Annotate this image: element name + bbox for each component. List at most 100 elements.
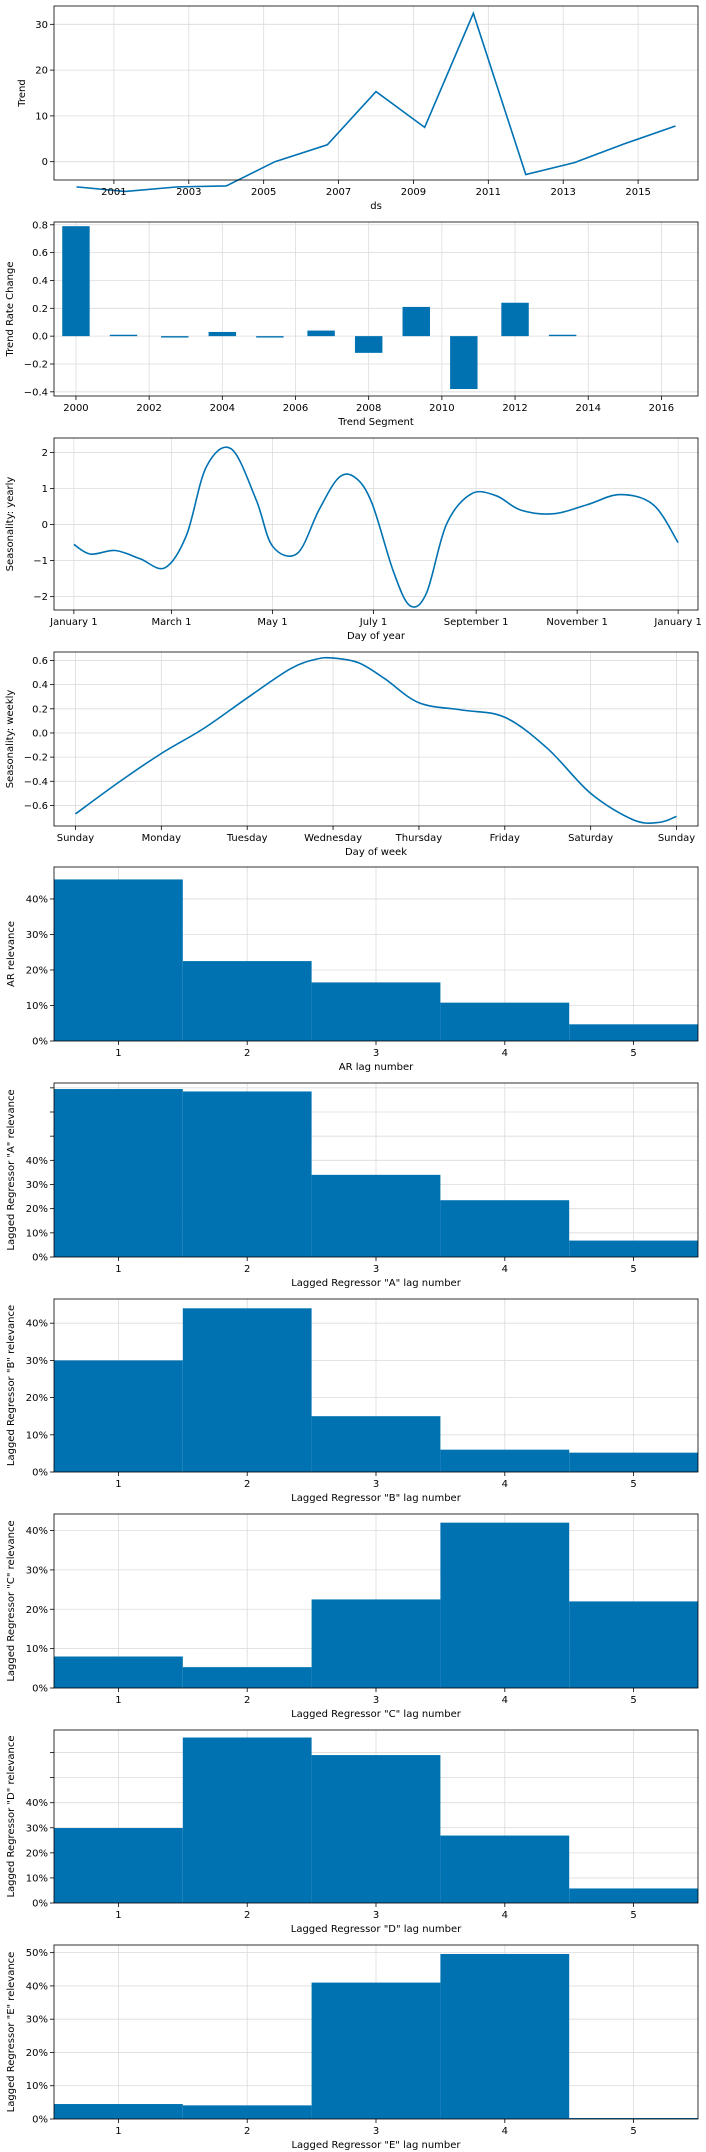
- y-tick-label: 0: [42, 157, 48, 168]
- x-tick-label: 1: [115, 1048, 121, 1059]
- y-tick-label: 10: [35, 111, 48, 122]
- x-tick-label: 2008: [356, 403, 381, 414]
- bar: [311, 1982, 441, 2119]
- bar: [440, 1522, 570, 1688]
- x-axis-label: Lagged Regressor "D" lag number: [291, 1924, 462, 1935]
- y-axis-label: Lagged Regressor "C" relevance: [6, 1520, 17, 1681]
- x-tick-label: 2013: [550, 187, 575, 198]
- bar: [307, 330, 335, 337]
- x-tick-label: 2002: [136, 403, 161, 414]
- y-tick-label: 20%: [26, 965, 48, 976]
- bar: [569, 1888, 698, 1903]
- x-tick-label: January 1: [49, 617, 97, 628]
- x-tick-label: 2015: [625, 187, 650, 198]
- y-tick-label: 0.8: [32, 220, 48, 231]
- y-tick-label: 0%: [32, 1899, 48, 1910]
- x-tick-label: 5: [630, 2126, 636, 2137]
- series-line: [76, 11, 676, 193]
- y-tick-label: 40%: [26, 1319, 48, 1330]
- x-axis-label: Day of year: [347, 631, 406, 642]
- y-axis-label: Lagged Regressor "D" relevance: [6, 1735, 17, 1897]
- y-tick-label: 40%: [26, 1526, 48, 1537]
- x-tick-label: Monday: [142, 833, 182, 844]
- series-line: [73, 446, 679, 608]
- bar: [569, 2118, 698, 2119]
- x-tick-label: 2010: [429, 403, 454, 414]
- bar: [54, 1089, 183, 1257]
- bar: [62, 226, 90, 337]
- y-axis-label: AR relevance: [6, 921, 17, 987]
- axes-frame: [53, 5, 699, 181]
- x-tick-label: 2012: [502, 403, 527, 414]
- y-tick-label: 0.0: [32, 728, 48, 739]
- x-tick-label: 2: [244, 1048, 250, 1059]
- bar: [182, 1308, 312, 1472]
- y-tick-label: 0%: [32, 1468, 48, 1479]
- y-axis-label: Trend: [17, 79, 28, 107]
- y-tick-label: 30%: [26, 1180, 48, 1191]
- x-tick-label: 4: [502, 1695, 508, 1706]
- x-tick-label: 2: [244, 1264, 250, 1275]
- x-tick-label: 2006: [283, 403, 308, 414]
- bar: [311, 982, 441, 1041]
- y-tick-label: 30%: [26, 2015, 48, 2026]
- y-tick-label: 0.4: [32, 276, 48, 287]
- x-tick-label: 4: [502, 1264, 508, 1275]
- y-tick-label: −0.2: [24, 753, 48, 764]
- lagged-b-panel: 1 2 3 4 5 0% 10% 20% 30% 40% Lagged Regressor "B" …: [6, 1298, 699, 1504]
- x-tick-label: 5: [630, 1048, 636, 1059]
- bar: [311, 1755, 441, 1903]
- y-tick-label: 20%: [26, 1848, 48, 1859]
- y-tick-label: −0.6: [24, 801, 48, 812]
- series-line: [74, 656, 677, 825]
- x-tick-label: 2000: [63, 403, 88, 414]
- x-tick-label: 5: [630, 1479, 636, 1490]
- y-tick-label: 40%: [26, 894, 48, 905]
- x-tick-label: May 1: [257, 617, 287, 628]
- x-tick-label: 4: [502, 1048, 508, 1059]
- y-tick-label: 40%: [26, 1981, 48, 1992]
- bar: [54, 2104, 183, 2119]
- x-tick-label: 1: [115, 1479, 121, 1490]
- bar: [311, 1416, 441, 1472]
- y-tick-label: −0.4: [24, 777, 48, 788]
- bar: [569, 1240, 698, 1257]
- y-tick-label: 0.6: [32, 248, 48, 259]
- seasonality-yearly-panel: January 1 March 1 May 1 July 1 September 1 No…: [5, 437, 702, 642]
- bar: [440, 1835, 570, 1903]
- x-tick-label: 2007: [326, 187, 351, 198]
- x-tick-label: 2005: [251, 187, 276, 198]
- y-tick-label: 0.4: [32, 680, 48, 691]
- x-axis-label: ds: [370, 201, 382, 212]
- y-axis-label: Trend Rate Change: [5, 262, 16, 358]
- bar: [311, 1174, 441, 1257]
- x-tick-label: 1: [115, 1695, 121, 1706]
- ar-relevance-panel: 1 2 3 4 5 0% 10% 20% 30% 40% AR lag number AR relev…: [6, 866, 699, 1073]
- axes-frame: [53, 437, 699, 611]
- x-axis-label: Lagged Regressor "C" lag number: [291, 1709, 462, 1720]
- y-tick-label: 20: [35, 66, 48, 77]
- x-tick-label: 2: [244, 1695, 250, 1706]
- x-tick-label: Sunday: [57, 833, 94, 844]
- y-tick-label: −0.2: [24, 359, 48, 370]
- x-tick-label: 2001: [101, 187, 126, 198]
- y-tick-label: 0%: [32, 1253, 48, 1264]
- y-tick-label: 10%: [26, 1228, 48, 1239]
- bar: [54, 1828, 183, 1903]
- bar: [501, 302, 529, 337]
- x-tick-label: 2009: [401, 187, 426, 198]
- x-axis-label: Trend Segment: [337, 417, 414, 428]
- y-tick-label: 30%: [26, 1565, 48, 1576]
- y-tick-label: 10%: [26, 2081, 48, 2092]
- axes-frame: [53, 651, 699, 827]
- bar: [440, 1449, 570, 1472]
- bar: [402, 306, 430, 337]
- x-tick-label: January 1: [653, 617, 701, 628]
- bar: [54, 879, 183, 1041]
- y-tick-label: 20%: [26, 2048, 48, 2059]
- y-tick-label: 50%: [26, 1948, 48, 1959]
- x-tick-label: 2: [244, 2126, 250, 2137]
- x-axis-label: Lagged Regressor "E" lag number: [291, 2140, 461, 2151]
- bar: [569, 1601, 698, 1688]
- y-tick-label: −1: [33, 556, 48, 567]
